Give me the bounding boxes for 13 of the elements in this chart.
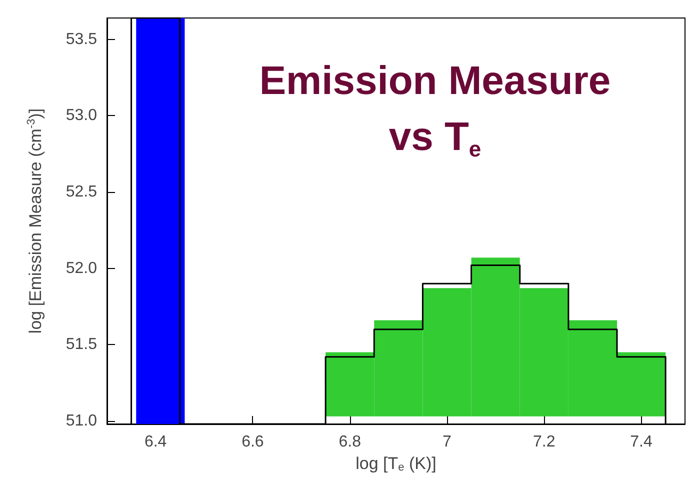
y-tick-label: 52.5	[66, 184, 98, 200]
y-tick-label: 53.0	[66, 107, 98, 124]
x-tick-label: 6.6	[242, 434, 264, 450]
x-tick-label: 7	[442, 434, 452, 450]
x-tick-label: 7.4	[630, 434, 653, 450]
y-tick-label: 53.5	[66, 30, 98, 48]
y-tick-label: 51.5	[66, 336, 98, 354]
y-tick-label: 52.0	[66, 260, 98, 277]
y-tick-label: 51.0	[66, 412, 98, 430]
x-tick-label: 6.4	[144, 434, 167, 450]
x-tick-label: 7.2	[533, 434, 556, 450]
x-tick-label: 6.8	[338, 434, 362, 450]
y-axis-title: log [Emission Measure (cm-3)]	[26, 108, 45, 334]
